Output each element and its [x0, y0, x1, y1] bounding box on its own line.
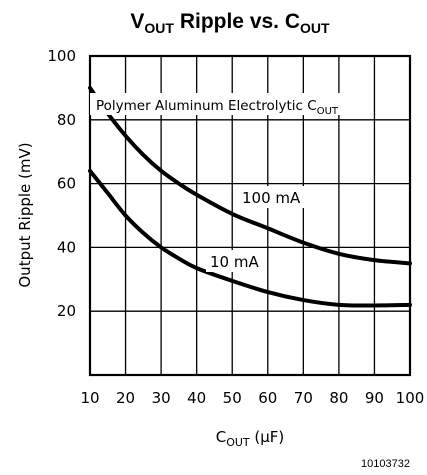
figure-id: 10103732: [361, 458, 410, 470]
x-tick-label-100: 100: [396, 389, 425, 407]
chart-title: VOUT Ripple vs. COUT: [130, 10, 330, 36]
series-line-1: [88, 168, 412, 308]
y-tick-labels: 20 40 60 80 100: [47, 47, 76, 320]
series-curves: [88, 85, 412, 308]
x-tick-labels: 10 20 30 40 50 60 70 80 90 100: [80, 389, 424, 407]
y-tick-label-40: 40: [57, 238, 76, 256]
series-line-0: [88, 85, 412, 266]
x-tick-label-90: 90: [365, 389, 384, 407]
y-tick-label-20: 20: [57, 302, 76, 320]
series-label-100ma-backdrop: [238, 186, 310, 208]
x-tick-label-40: 40: [187, 389, 206, 407]
x-axis-label: COUT (μF): [216, 428, 285, 449]
x-tick-label-60: 60: [258, 389, 277, 407]
y-tick-label-80: 80: [57, 111, 76, 129]
annotation-text: Polymer Aluminum Electrolytic COUT: [96, 98, 339, 117]
x-tick-label-50: 50: [223, 389, 242, 407]
y-axis-label: Output Ripple (mV): [16, 142, 34, 287]
y-tick-label-60: 60: [57, 175, 76, 193]
series-label-100ma: 100 mA: [242, 189, 301, 207]
series-label-10ma-backdrop: [206, 250, 262, 272]
x-tick-label-80: 80: [329, 389, 348, 407]
series-label-10ma: 10 mA: [210, 253, 259, 271]
x-tick-label-30: 30: [152, 389, 171, 407]
x-tick-label-70: 70: [294, 389, 313, 407]
plot-frame: [88, 54, 412, 377]
x-tick-label-20: 20: [116, 389, 135, 407]
x-tick-label-10: 10: [80, 389, 99, 407]
y-tick-label-100: 100: [47, 47, 76, 65]
annotation-backdrop: [90, 93, 372, 115]
